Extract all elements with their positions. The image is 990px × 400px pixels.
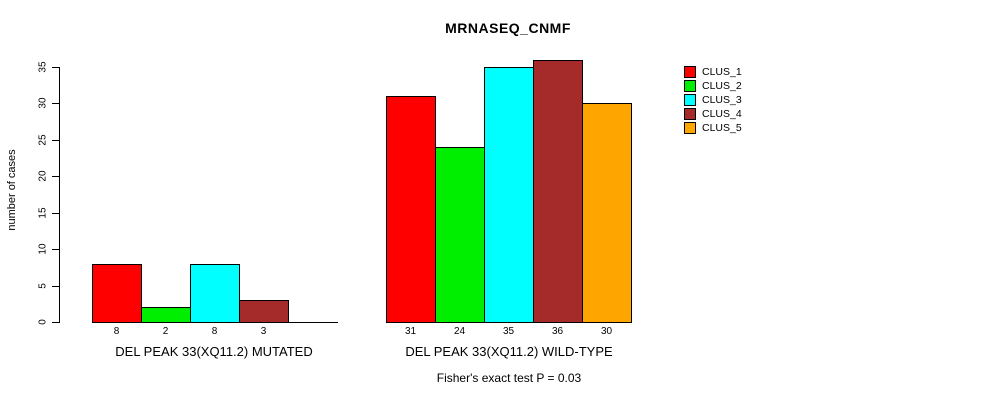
bar-clus_1 [92, 264, 142, 323]
bar-clus_3 [484, 67, 534, 323]
legend-label: CLUS_4 [702, 108, 742, 120]
y-tick-label: 15 [37, 207, 49, 219]
legend-item-clus_3: CLUS_3 [684, 93, 742, 107]
y-tick-mark [52, 212, 59, 214]
y-tick-label: 30 [37, 97, 49, 109]
bar-value-label: 2 [162, 326, 169, 337]
y-tick-label: 25 [37, 134, 49, 146]
legend-swatch-icon [684, 94, 696, 106]
bar-value-label: 8 [211, 326, 218, 337]
group-label-wild-type: DEL PEAK 33(XQ11.2) WILD-TYPE [405, 344, 613, 359]
bar-value-label: 24 [453, 326, 466, 337]
y-tick-label: 5 [37, 282, 49, 289]
bar-value-label: 30 [600, 326, 613, 337]
legend-label: CLUS_3 [702, 94, 742, 106]
y-tick-label: 0 [37, 319, 49, 325]
y-axis-line [59, 67, 60, 323]
legend-swatch-icon [684, 66, 696, 78]
legend: CLUS_1 CLUS_2 CLUS_3 CLUS_4 CLUS_5 [684, 65, 742, 135]
legend-item-clus_1: CLUS_1 [684, 65, 742, 79]
y-tick-mark [52, 176, 59, 178]
legend-label: CLUS_1 [702, 66, 742, 78]
bar-clus_4 [533, 60, 583, 323]
y-tick-mark [52, 139, 59, 141]
y-tick-mark [52, 67, 59, 68]
bar-clus_1 [386, 96, 436, 323]
legend-item-clus_5: CLUS_5 [684, 121, 742, 135]
legend-swatch-icon [684, 108, 696, 120]
legend-item-clus_4: CLUS_4 [684, 107, 742, 121]
bar-clus_4 [239, 300, 289, 323]
fisher-test-annotation: Fisher's exact test P = 0.03 [436, 371, 582, 385]
bar-value-label: 8 [113, 326, 120, 337]
legend-label: CLUS_5 [702, 122, 742, 134]
y-tick-label: 10 [37, 243, 49, 255]
legend-swatch-icon [684, 122, 696, 134]
bar-value-label: 31 [404, 326, 417, 337]
legend-item-clus_2: CLUS_2 [684, 79, 742, 93]
y-tick-label: 35 [37, 61, 49, 73]
bar-value-label: 35 [502, 326, 515, 337]
bar-clus_3 [190, 264, 240, 323]
bar-value-label: 36 [551, 326, 564, 337]
bar-clus_2 [141, 307, 191, 323]
y-tick-label: 20 [37, 170, 49, 182]
y-tick-mark [52, 285, 59, 287]
y-tick-mark [52, 249, 59, 251]
y-tick-mark [52, 103, 59, 105]
bar-clus_2 [435, 147, 485, 323]
legend-swatch-icon [684, 80, 696, 92]
y-axis-label: number of cases [6, 149, 18, 231]
bar-clus_5 [582, 103, 632, 323]
bar-value-label: 3 [260, 326, 267, 337]
chart-title: MRNASEQ_CNMF [445, 20, 571, 36]
y-tick-mark [52, 322, 59, 323]
legend-label: CLUS_2 [702, 80, 742, 92]
group-label-mutated: DEL PEAK 33(XQ11.2) MUTATED [115, 344, 313, 359]
